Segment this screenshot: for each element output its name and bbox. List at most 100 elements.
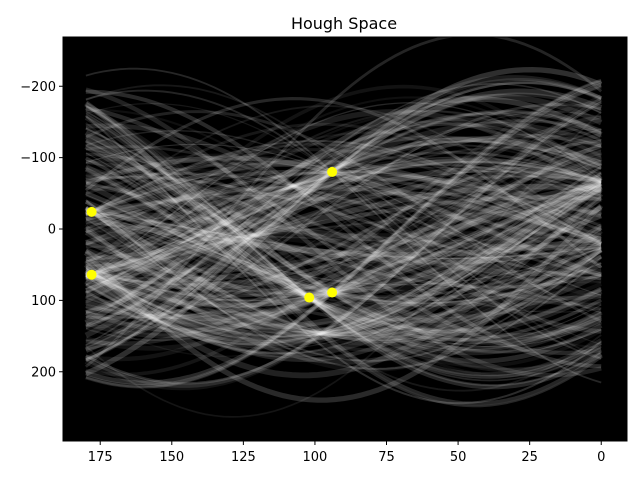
hough-curve (85, 193, 602, 274)
hough-curve (84, 180, 603, 341)
hough-curve (85, 175, 602, 277)
hough-curve (85, 164, 602, 245)
hough-curve (85, 160, 602, 278)
hough-curve (85, 181, 602, 283)
hough-curve (84, 200, 603, 343)
hough-curve (85, 153, 603, 326)
hough-curve (85, 172, 602, 319)
hough-curve (84, 37, 603, 368)
hough-curve (84, 136, 603, 298)
hough-curve (85, 156, 602, 278)
x-tick-label: 50 (450, 450, 467, 465)
peak-marker (327, 287, 338, 298)
hough-curve (84, 75, 603, 362)
x-axis: 175 150 125 100 75 50 25 0 (88, 441, 605, 465)
peak-markers (86, 166, 338, 303)
hough-curve (85, 209, 602, 298)
hough-curve (84, 173, 603, 347)
hough-curve (85, 181, 602, 355)
hough-curve (85, 166, 602, 286)
hough-curve (84, 88, 603, 353)
hough-curve (84, 181, 603, 324)
hough-curve (84, 97, 603, 388)
x-tick-label: 150 (159, 450, 184, 465)
hough-curve (85, 110, 602, 329)
hough-curve (84, 154, 603, 325)
hough-curve (84, 113, 603, 379)
hough-curve (84, 109, 603, 268)
hough-curve (85, 182, 602, 290)
hough-curve (85, 101, 602, 406)
hough-curve (85, 172, 602, 277)
hough-curve (85, 92, 602, 349)
hough-curve (85, 114, 602, 346)
hough-curve (85, 157, 602, 279)
hough-curve (85, 117, 602, 304)
hough-curve (85, 175, 602, 281)
hough-curve (85, 210, 602, 266)
hough-curve (85, 128, 602, 342)
hough-curve (85, 130, 602, 314)
hough-curve (85, 156, 602, 342)
y-tick-label: 200 (31, 365, 56, 380)
x-tick-label: 0 (597, 450, 605, 465)
hough-curve (85, 110, 602, 291)
hough-curve (84, 164, 603, 336)
hough-curve (85, 178, 602, 309)
hough-curve (85, 140, 602, 290)
hough-curve (85, 171, 602, 282)
hough-curve (85, 82, 602, 346)
hough-curve (85, 79, 602, 388)
hough-curve (85, 199, 602, 303)
hough-curve (85, 99, 602, 362)
hough-curve (85, 183, 602, 298)
hough-curve (84, 93, 603, 338)
hough-curve (85, 123, 602, 334)
hough-curve (85, 145, 602, 319)
hough-curve (85, 165, 602, 307)
hough-curve (84, 183, 603, 330)
hough-curve (84, 226, 603, 337)
hough-curve (85, 105, 602, 243)
hough-curve (85, 157, 602, 271)
y-tick-label: −200 (20, 80, 56, 95)
hough-curve (85, 101, 602, 385)
hough-curve (85, 112, 602, 319)
hough-curve (85, 181, 602, 278)
hough-curve (84, 105, 603, 373)
hough-curve (85, 109, 602, 286)
hough-curve (85, 109, 603, 330)
hough-curve (85, 194, 602, 305)
y-tick-label: 0 (48, 223, 56, 238)
hough-curve (84, 206, 603, 338)
hough-curve (85, 103, 602, 345)
hough-curve (85, 145, 602, 351)
hough-curve (84, 93, 603, 339)
hough-curve (85, 143, 602, 278)
hough-curve (84, 130, 603, 364)
hough-curve (84, 205, 603, 373)
hough-curve (85, 96, 602, 283)
hough-curve (85, 166, 602, 260)
peak-marker (327, 166, 338, 177)
hough-curve (85, 188, 602, 339)
hough-curve (85, 89, 602, 360)
hough-curve (85, 122, 602, 294)
hough-curve (85, 166, 602, 279)
hough-curve (85, 167, 602, 284)
hough-curve (84, 137, 603, 294)
hough-curve (84, 205, 603, 337)
hough-curve (85, 127, 602, 353)
hough-curve (85, 208, 602, 251)
hough-curve (85, 165, 602, 346)
hough-curve (84, 206, 603, 342)
hough-curve (84, 225, 603, 365)
hough-curve (85, 78, 602, 362)
hough-curve (85, 159, 602, 301)
hough-curve (85, 109, 602, 349)
hough-curve (85, 131, 602, 247)
hough-curve (85, 146, 602, 299)
hough-curve (84, 223, 603, 336)
hough-curve (85, 153, 603, 281)
plot-frame (62, 36, 628, 442)
